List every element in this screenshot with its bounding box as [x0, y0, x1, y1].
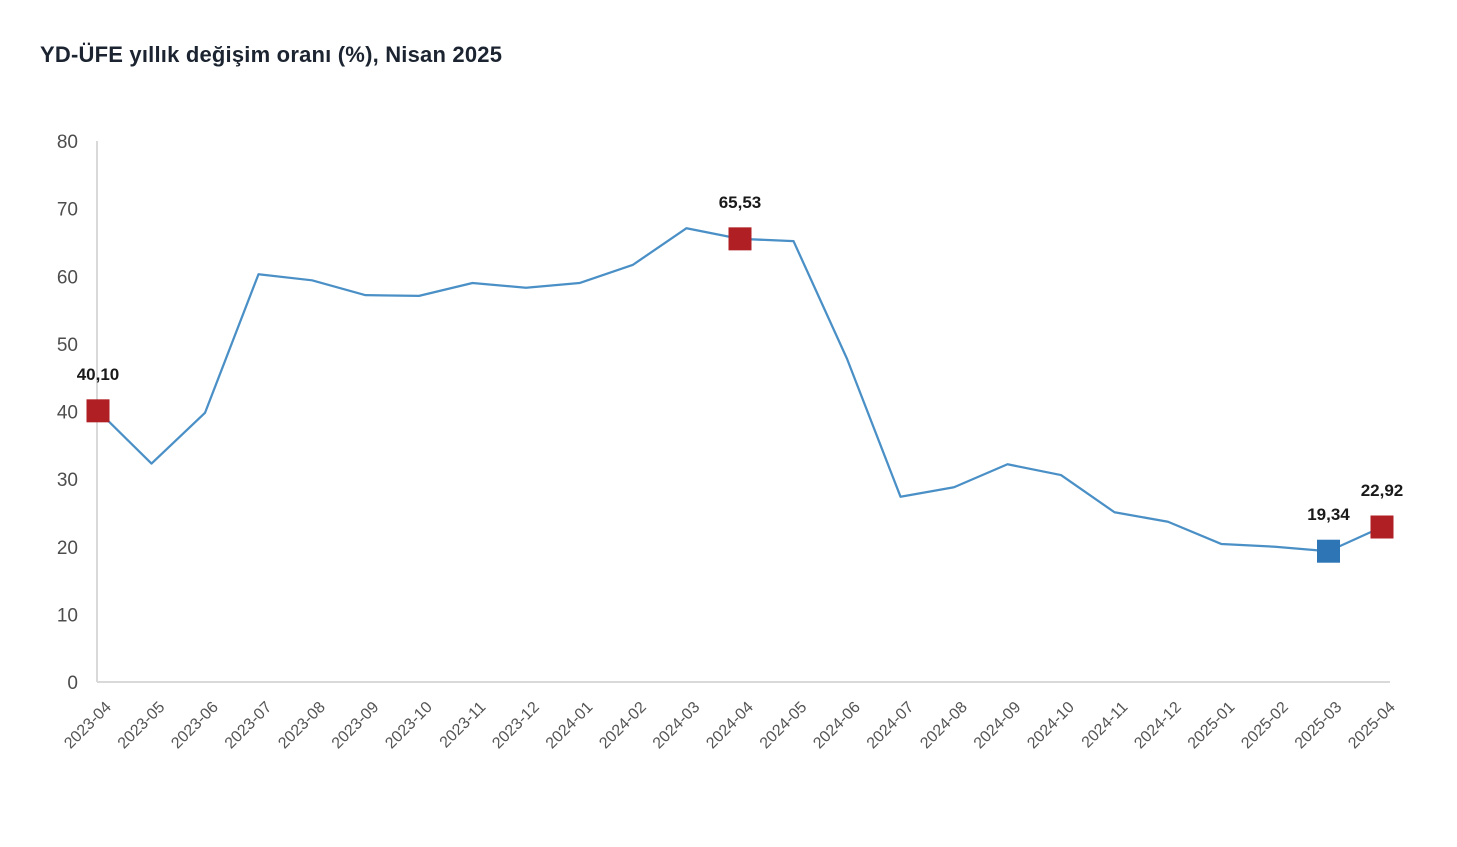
data-point-label-2025-04: 22,92	[1361, 481, 1404, 500]
x-axis-tick-label: 2023-05	[115, 699, 169, 753]
series-line	[96, 227, 1384, 553]
x-axis-tick-label: 2024-09	[971, 699, 1025, 753]
data-point-marker-2024-04	[728, 227, 752, 251]
y-axis-tick-label: 40	[57, 403, 78, 424]
y-axis-tick-label: 10	[57, 605, 78, 626]
x-axis-tick-label: 2023-10	[382, 699, 436, 753]
y-axis-tick-label: 0	[67, 673, 78, 694]
x-axis-tick-label: 2024-10	[1024, 699, 1078, 753]
data-point-label-2025-03: 19,34	[1307, 505, 1350, 524]
data-point-marker-2025-03	[1317, 539, 1340, 563]
x-axis-tick-label: 2023-08	[275, 699, 329, 753]
x-axis-tick-label: 2023-09	[329, 699, 383, 753]
x-axis-tick-label: 2024-02	[596, 699, 650, 753]
data-point-marker-2023-04	[86, 399, 110, 423]
x-axis-tick-label: 2024-08	[917, 699, 971, 753]
x-axis-tick-label: 2024-03	[650, 699, 704, 753]
y-axis-tick-label: 80	[57, 132, 78, 153]
x-axis-tick-label: 2023-11	[437, 699, 490, 752]
x-axis-tick-label: 2024-06	[810, 699, 864, 753]
y-axis-tick-label: 60	[57, 267, 78, 288]
x-axis-tick-label: 2023-04	[61, 699, 115, 753]
x-axis-tick-label: 2024-04	[703, 699, 757, 753]
data-point-marker-2025-04	[1370, 515, 1394, 539]
x-axis-tick-label: 2024-07	[864, 699, 918, 753]
y-axis-tick-label: 20	[57, 538, 78, 559]
x-axis-tick-label: 2023-06	[168, 699, 222, 753]
x-axis-tick-label: 2024-01	[543, 699, 597, 753]
data-point-label-2023-04: 40,10	[77, 365, 120, 384]
x-axis-tick-label: 2025-01	[1185, 699, 1239, 753]
y-axis-tick-label: 70	[57, 200, 78, 221]
x-axis-tick-label: 2025-02	[1238, 699, 1292, 753]
y-axis-tick-label: 50	[57, 335, 78, 356]
x-axis-tick-label: 2023-07	[222, 699, 276, 753]
x-axis-tick-label: 2025-04	[1345, 699, 1399, 753]
x-axis-tick-label: 2024-05	[757, 699, 811, 753]
data-point-label-2024-04: 65,53	[719, 193, 762, 212]
x-axis-tick-label: 2025-03	[1292, 699, 1346, 753]
x-axis-tick-label: 2023-12	[489, 699, 543, 753]
chart-title: YD-ÜFE yıllık değişim oranı (%), Nisan 2…	[40, 42, 503, 67]
x-axis-tick-label: 2024-12	[1131, 699, 1185, 753]
x-axis-tick-label: 2024-11	[1079, 699, 1132, 752]
y-axis-tick-label: 30	[57, 470, 78, 491]
